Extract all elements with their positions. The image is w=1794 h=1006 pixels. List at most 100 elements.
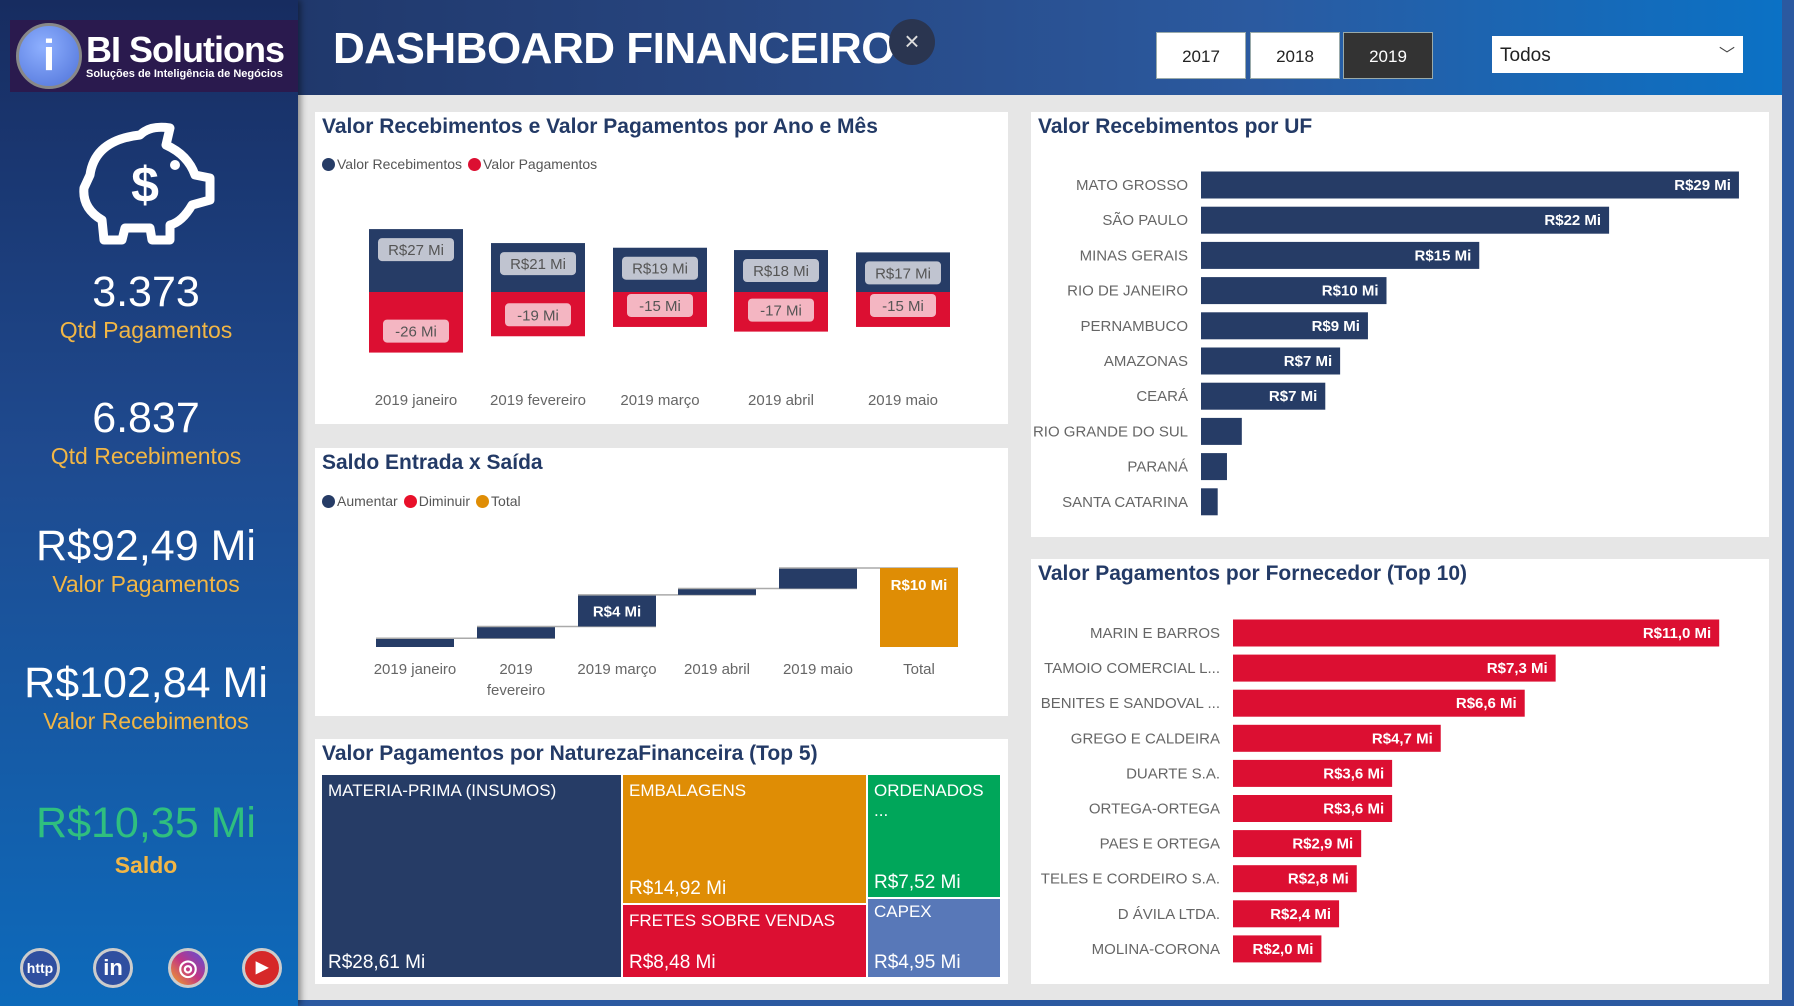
fornecedor-bar[interactable]: [1233, 654, 1556, 682]
uf-bar[interactable]: [1201, 206, 1610, 234]
data-label-recebimentos: R$17 Mi: [875, 265, 931, 282]
waterfall-bar[interactable]: [678, 588, 756, 595]
uf-bar[interactable]: [1201, 453, 1227, 481]
data-label: R$11,0 Mi: [1643, 625, 1711, 642]
y-tick-label: ORTEGA-ORTEGA: [1089, 801, 1220, 818]
fornecedor-bar[interactable]: [1233, 724, 1441, 752]
data-label: R$7 Mi: [1284, 353, 1332, 370]
data-label-pagamentos: -26 Mi: [395, 324, 437, 341]
instagram-icon[interactable]: ◎: [168, 948, 208, 988]
youtube-icon[interactable]: ▶: [242, 948, 282, 988]
waterfall-bar[interactable]: [578, 594, 656, 627]
y-tick-label: RIO DE JANEIRO: [1067, 283, 1188, 300]
bottom-border: [298, 1000, 1794, 1006]
y-tick-label: DUARTE S.A.: [1126, 765, 1220, 782]
treemap-tile-embalagens[interactable]: EMBALAGENS R$14,92 Mi: [622, 774, 867, 904]
uf-panel: Valor Recebimentos por UF MATO GROSSO R$2…: [1031, 112, 1769, 537]
fornecedor-bar[interactable]: [1233, 830, 1362, 858]
y-tick-label: PAES E ORTEGA: [1100, 836, 1220, 853]
uf-chart: MATO GROSSO R$29 Mi SÃO PAULO R$22 Mi MINAS …: [1033, 171, 1739, 516]
x-tick-label: 2019 março: [620, 392, 699, 409]
data-label-recebimentos: R$27 Mi: [388, 242, 444, 259]
linkedin-icon[interactable]: in: [93, 948, 133, 988]
year-button-2019[interactable]: 2019: [1343, 32, 1433, 79]
treemap-tile-capex[interactable]: CAPEX R$4,95 Mi: [867, 898, 1001, 978]
fornecedor-bar[interactable]: [1233, 619, 1720, 647]
treemap-tile-materia-prima[interactable]: MATERIA-PRIMA (INSUMOS) R$28,61 Mi: [321, 774, 622, 978]
data-label-bg[interactable]: [383, 319, 449, 343]
data-label-bg[interactable]: [870, 293, 936, 317]
waterfall-bar[interactable]: [376, 638, 454, 647]
data-label-bg[interactable]: [743, 259, 819, 283]
data-label-bg[interactable]: [505, 303, 571, 327]
kpi-qtd-pagamentos-value: 3.373: [92, 268, 200, 316]
legend-item-diminuir[interactable]: Diminuir: [403, 493, 470, 509]
data-label-pagamentos: -17 Mi: [760, 303, 802, 320]
kpi-valor-recebimentos-value: R$102,84 Mi: [24, 659, 268, 707]
legend-item-aumentar[interactable]: Aumentar: [322, 493, 398, 509]
x-tick-label: 2019 fevereiro: [490, 392, 586, 409]
y-tick-label: SANTA CATARINA: [1062, 494, 1188, 511]
y-tick-label: MINAS GERAIS: [1080, 247, 1188, 264]
logo-i-icon: i: [16, 23, 82, 89]
x-tick-label: 2019 janeiro: [375, 392, 458, 409]
year-button-2018[interactable]: 2018: [1250, 32, 1340, 79]
uf-bar[interactable]: [1201, 347, 1341, 375]
y-tick-label: TELES E CORDEIRO S.A.: [1041, 871, 1220, 888]
waterfall-total-bar[interactable]: [880, 568, 958, 647]
fornecedor-bar[interactable]: [1233, 935, 1322, 963]
data-label-bg[interactable]: [748, 298, 814, 322]
legend-item-pagamentos[interactable]: Valor Pagamentos: [468, 156, 597, 172]
data-label-bg[interactable]: [378, 238, 454, 262]
data-label: R$2,4 Mi: [1270, 906, 1331, 923]
kpi-valor-pagamentos-label: Valor Pagamentos: [52, 571, 240, 597]
x-tick-label: fevereiro: [487, 682, 545, 699]
x-tick-label: 2019 maio: [783, 661, 853, 678]
data-label-bg[interactable]: [865, 261, 941, 285]
legend-item-total[interactable]: Total: [476, 493, 521, 509]
chevron-down-icon: ﹀: [1718, 47, 1735, 64]
filter-dropdown[interactable]: Todos ﹀: [1492, 36, 1743, 73]
x-tick-label: Total: [903, 661, 935, 678]
data-label: R$3,6 Mi: [1323, 765, 1384, 782]
y-tick-label: MATO GROSSO: [1076, 177, 1188, 194]
treemap-tile-fretes[interactable]: FRETES SOBRE VENDAS R$8,48 Mi: [622, 904, 867, 978]
waterfall-chart: R$4 Mi R$10 Mi 2019 janeiro 2019 fevereiro 20…: [374, 567, 958, 699]
y-tick-label: RIO GRANDE DO SUL: [1033, 423, 1188, 440]
uf-bar[interactable]: [1201, 241, 1480, 269]
fornecedor-bar[interactable]: [1233, 795, 1393, 822]
legend-item-recebimentos[interactable]: Valor Recebimentos: [322, 156, 462, 172]
kpi-saldo-label: Saldo: [114, 852, 178, 878]
monthly-legend: Valor Recebimentos Valor Pagamentos: [322, 156, 597, 172]
fornecedor-bar[interactable]: [1233, 689, 1525, 717]
data-label-bg[interactable]: [627, 293, 693, 317]
data-label-bg[interactable]: [500, 252, 576, 276]
fornecedor-bar[interactable]: [1233, 900, 1340, 928]
x-tick-label: 2019 abril: [748, 392, 814, 409]
http-icon[interactable]: http: [20, 948, 60, 988]
data-label: R$2,9 Mi: [1292, 836, 1353, 853]
y-tick-label: MARIN E BARROS: [1090, 625, 1220, 642]
uf-bar[interactable]: [1201, 382, 1326, 410]
data-label-recebimentos: R$18 Mi: [753, 263, 809, 280]
uf-bar[interactable]: [1201, 171, 1739, 199]
year-button-2017[interactable]: 2017: [1156, 32, 1246, 79]
natureza-panel: Valor Pagamentos por NaturezaFinanceira …: [315, 739, 1008, 984]
fornecedor-bar[interactable]: [1233, 865, 1357, 893]
fornecedor-bar[interactable]: [1233, 759, 1393, 787]
data-label-bg[interactable]: [622, 256, 698, 280]
uf-bar[interactable]: [1201, 312, 1368, 340]
y-tick-label: AMAZONAS: [1104, 353, 1188, 370]
fornecedor-panel: Valor Pagamentos por Fornecedor (Top 10)…: [1031, 559, 1769, 984]
y-tick-label: CEARÁ: [1136, 388, 1188, 405]
treemap-tile-ordenados[interactable]: ORDENADOS ... R$7,52 Mi: [867, 774, 1001, 898]
waterfall-bar[interactable]: [477, 626, 555, 639]
uf-bar[interactable]: [1201, 488, 1218, 516]
uf-bar[interactable]: [1201, 417, 1242, 445]
uf-bar[interactable]: [1201, 277, 1387, 305]
data-label-recebimentos: R$21 Mi: [510, 256, 566, 273]
waterfall-title: Saldo Entrada x Saída: [322, 451, 543, 474]
close-icon[interactable]: ×: [889, 19, 935, 65]
dropdown-value: Todos: [1500, 45, 1551, 66]
waterfall-bar[interactable]: [779, 568, 857, 589]
